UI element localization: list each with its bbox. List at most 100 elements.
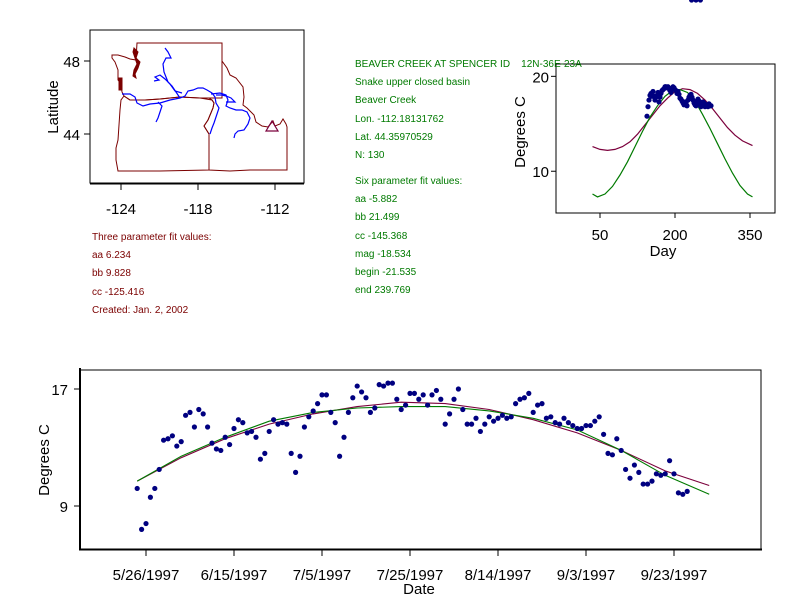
- daily-observed-point: [640, 481, 646, 487]
- daily-observed-point: [618, 447, 624, 454]
- clearwater-river: [216, 94, 237, 103]
- annual-observed-point: [708, 103, 714, 109]
- daily-observed-point: [420, 392, 426, 398]
- daily-observed-point: [328, 409, 334, 415]
- daily-observed-point: [526, 390, 532, 396]
- annual-ytick-label: 10: [532, 164, 549, 181]
- annual-observed-point: [684, 103, 690, 109]
- daily-observed-point: [156, 466, 162, 473]
- daily-observed-point: [697, 0, 703, 3]
- daily-observed-point: [675, 490, 682, 496]
- daily-observed-point: [513, 401, 519, 407]
- daily-observed-point: [455, 386, 461, 392]
- three-param-aa: aa 6.234: [92, 250, 131, 262]
- daily-observed-point: [341, 434, 347, 440]
- daily-observed-point: [636, 469, 642, 475]
- daily-observed-point: [398, 406, 404, 413]
- daily-observed-point: [570, 422, 576, 429]
- daily-observed-point: [271, 417, 277, 423]
- daily-observed-point: [451, 396, 457, 402]
- daily-observed-point: [257, 456, 263, 462]
- daily-ytick-label: 17: [51, 382, 68, 399]
- daily-observed-point: [671, 471, 677, 477]
- daily-observed-point: [623, 466, 629, 473]
- willamette-river: [155, 101, 163, 123]
- daily-observed-point: [354, 383, 360, 389]
- map-xtick-label: -112: [261, 201, 290, 218]
- daily-observed-point: [253, 434, 259, 440]
- daily-observed-point: [191, 424, 197, 430]
- daily-observed-point: [482, 421, 488, 427]
- station-info-block: BEAVER CREEK AT SPENCER ID 12N-36E-23A S…: [355, 56, 582, 165]
- three-param-block: Three parameter fit values: aa 6.234 bb …: [92, 229, 212, 320]
- daily-observed-point: [504, 415, 510, 421]
- daily-observed-point: [614, 436, 620, 442]
- daily-observed-point: [464, 421, 470, 427]
- daily-observed-point: [403, 402, 409, 408]
- daily-observed-point: [323, 392, 329, 398]
- daily-observed-point: [680, 491, 686, 497]
- daily-observed-point: [134, 485, 140, 492]
- daily-observed-point: [689, 0, 695, 3]
- site-marker-triangle: [264, 119, 280, 132]
- daily-observed-point: [693, 0, 699, 3]
- daily-xtick-label: 9/3/1997: [557, 567, 615, 584]
- daily-ticks: 5/26/1997 6/15/1997 7/5/1997 7/25/1997 8/14/…: [51, 382, 707, 584]
- daily-six-param-line: [136, 406, 710, 495]
- annual-xlabel: Day: [650, 243, 677, 260]
- six-param-mag: mag -18.534: [355, 248, 412, 260]
- daily-observed-point: [557, 421, 563, 427]
- daily-observed-point: [473, 415, 479, 421]
- daily-observed-point: [442, 421, 448, 427]
- daily-observed-point: [385, 380, 391, 386]
- daily-observed-point: [231, 425, 237, 432]
- daily-xtick-label: 8/14/1997: [465, 567, 532, 584]
- six-param-begin: begin -21.535: [355, 266, 417, 278]
- six-param-end: end 239.769: [355, 285, 411, 297]
- daily-observed-point: [389, 380, 395, 386]
- daily-observed-point: [183, 412, 189, 418]
- daily-observed-point: [279, 420, 285, 426]
- station-stream: Beaver Creek: [355, 95, 417, 107]
- daily-xtick-label: 5/26/1997: [113, 567, 180, 584]
- annual-xtick-label: 50: [592, 227, 609, 244]
- daily-observed-point: [337, 453, 343, 459]
- daily-observed-point: [218, 447, 224, 454]
- daily-observed-point: [266, 428, 272, 435]
- daily-observed-point: [425, 402, 431, 408]
- annual-observed-point: [645, 104, 651, 110]
- annual-ticks: 50 200 350 20 10: [532, 69, 762, 244]
- annual-observed-point: [656, 99, 662, 105]
- daily-observed-point: [477, 428, 483, 435]
- daily-observed-point: [429, 392, 435, 398]
- daily-observed-point: [350, 395, 356, 401]
- daily-observed-point: [658, 472, 664, 478]
- map-ytick-label: 44: [63, 127, 80, 144]
- daily-observed-point: [645, 481, 651, 487]
- daily-observed-point: [517, 396, 523, 402]
- daily-observed-point: [363, 395, 369, 401]
- daily-observed-point: [310, 408, 316, 414]
- daily-observed-point: [332, 420, 338, 426]
- daily-observed-point: [178, 439, 184, 445]
- daily-observed-point: [548, 414, 554, 420]
- daily-observed-point: [301, 424, 307, 430]
- daily-observed-point: [539, 401, 545, 407]
- daily-observed-point: [592, 418, 598, 424]
- station-basin: Snake upper closed basin: [355, 77, 471, 89]
- daily-observed-point: [187, 409, 193, 415]
- station-title: BEAVER CREEK AT SPENCER ID 12N-36E-23A: [355, 59, 582, 70]
- daily-observed-point: [152, 485, 158, 492]
- station-n: N: 130: [355, 149, 385, 161]
- daily-observed-point: [169, 433, 175, 439]
- daily-observed-point: [605, 450, 611, 456]
- rivers: [122, 47, 251, 139]
- daily-fit-lines: [136, 401, 710, 495]
- daily-observed-point: [213, 446, 219, 452]
- daily-observed-point: [376, 382, 382, 388]
- daily-observed-point: [372, 405, 378, 411]
- daily-observed-point: [627, 475, 633, 481]
- daily-observed-point: [222, 434, 228, 440]
- daily-ylabel: Degrees C: [36, 424, 53, 496]
